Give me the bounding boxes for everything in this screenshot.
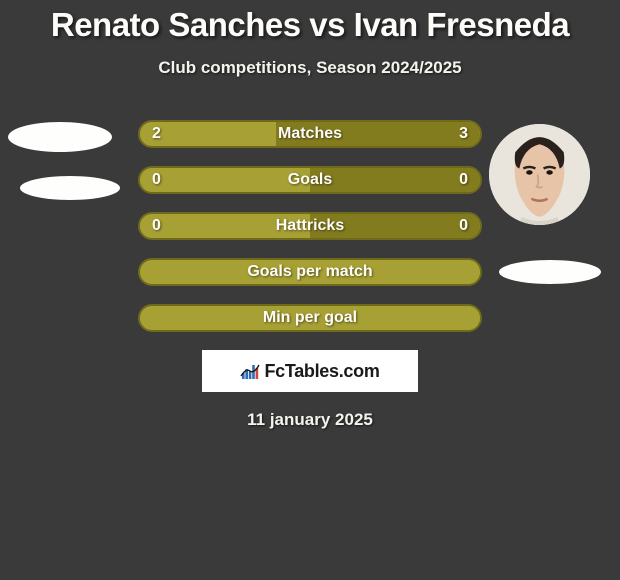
stat-row: Goals per match — [138, 258, 482, 286]
stat-row: Min per goal — [138, 304, 482, 332]
stat-bars: Matches23Goals00Hattricks00Goals per mat… — [138, 120, 482, 332]
date-label: 11 january 2025 — [0, 410, 620, 430]
logo-text: FcTables.com — [264, 361, 379, 382]
stat-value-right: 3 — [459, 122, 468, 146]
stat-label: Goals per match — [140, 260, 480, 284]
fctables-logo-icon — [240, 362, 260, 380]
stat-value-right: 0 — [459, 168, 468, 192]
player-left-avatar — [8, 122, 112, 152]
stats-area: Matches23Goals00Hattricks00Goals per mat… — [0, 120, 620, 332]
stat-value-left: 0 — [152, 168, 161, 192]
stat-row: Hattricks0 0 — [138, 212, 482, 240]
player-left-shape — [20, 176, 120, 200]
subtitle: Club competitions, Season 2024/2025 — [0, 58, 620, 78]
logo-box: FcTables.com — [202, 350, 418, 392]
player-right-shape — [499, 260, 601, 284]
stat-value-left: 2 — [152, 122, 161, 146]
stat-row: Goals0 0 — [138, 166, 482, 194]
stat-label: Min per goal — [140, 306, 480, 330]
stat-value-right: 0 — [459, 214, 468, 238]
stat-label: Goals — [140, 168, 480, 192]
avatar-face-icon — [489, 124, 590, 225]
stat-label: Matches — [140, 122, 480, 146]
stat-label: Hattricks — [140, 214, 480, 238]
stat-value-left: 0 — [152, 214, 161, 238]
player-right-avatar — [489, 124, 590, 225]
page-title: Renato Sanches vs Ivan Fresneda — [0, 0, 620, 44]
stat-row: Matches2 3 — [138, 120, 482, 148]
